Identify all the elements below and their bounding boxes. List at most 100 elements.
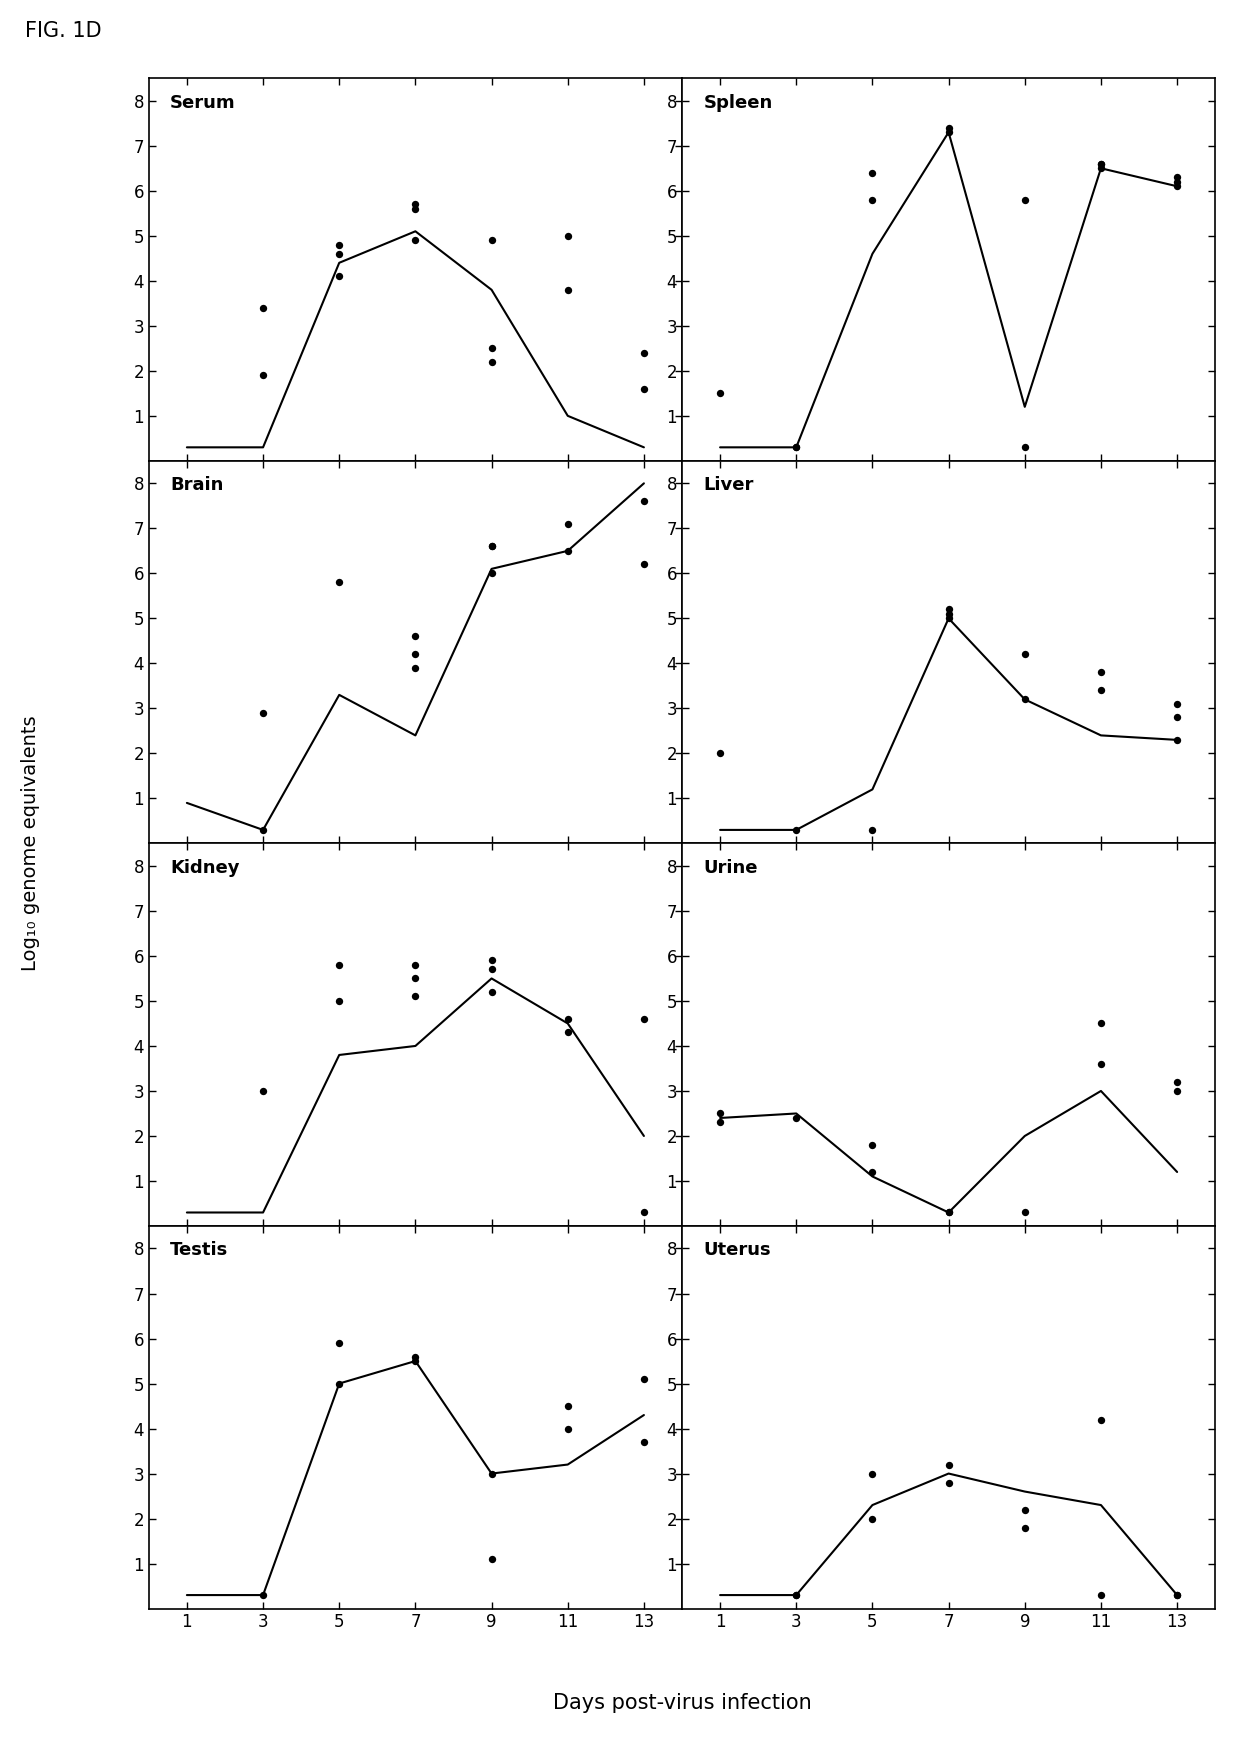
Point [481,955,501,983]
Point [253,816,273,843]
Point [558,510,578,537]
Point [1014,685,1034,713]
Point [558,1414,578,1442]
Point [1091,150,1111,177]
Point [481,1459,501,1487]
Point [405,1348,425,1376]
Point [939,118,959,146]
Point [558,277,578,304]
Point [863,1130,883,1158]
Point [330,263,350,290]
Point [939,600,959,628]
Point [863,1158,883,1186]
Point [1014,1513,1034,1541]
Point [863,1459,883,1487]
Point [405,965,425,993]
Point [863,186,883,214]
Point [330,1370,350,1398]
Point [786,433,806,461]
Point [1167,1068,1187,1096]
Point [1014,1496,1034,1523]
Point [253,699,273,727]
Point [558,1393,578,1421]
Point [939,1198,959,1226]
Point [330,1329,350,1356]
Point [253,1581,273,1609]
Text: Kidney: Kidney [170,859,239,876]
Point [558,223,578,250]
Point [330,951,350,979]
Point [481,348,501,376]
Text: Liver: Liver [703,476,754,494]
Point [481,334,501,362]
Point [330,988,350,1016]
Point [634,1198,653,1226]
Point [634,1428,653,1456]
Point [405,951,425,979]
Point [634,1005,653,1033]
Point [558,1005,578,1033]
Point [939,1450,959,1478]
Point [711,1108,730,1136]
Point [939,595,959,623]
Point [481,977,501,1005]
Point [1167,690,1187,718]
Point [634,376,653,403]
Point [634,551,653,579]
Point [1091,1581,1111,1609]
Text: Uterus: Uterus [703,1242,771,1259]
Point [863,1504,883,1532]
Point [711,739,730,767]
Point [1167,725,1187,753]
Text: Urine: Urine [703,859,758,876]
Point [939,1198,959,1226]
Point [863,816,883,843]
Text: FIG. 1D: FIG. 1D [25,21,102,42]
Point [711,379,730,407]
Point [405,983,425,1010]
Point [1167,172,1187,200]
Point [405,226,425,254]
Point [1091,1010,1111,1038]
Point [330,240,350,268]
Point [786,816,806,843]
Point [481,560,501,588]
Point [405,654,425,682]
Point [481,946,501,974]
Point [405,623,425,650]
Point [558,1019,578,1047]
Point [1091,150,1111,177]
Point [481,226,501,254]
Point [253,1076,273,1104]
Point [405,195,425,223]
Point [786,1581,806,1609]
Point [634,1365,653,1393]
Point [330,231,350,259]
Point [634,339,653,367]
Point [1014,1198,1034,1226]
Point [330,569,350,596]
Point [1014,433,1034,461]
Text: Days post-virus infection: Days post-virus infection [553,1692,811,1713]
Point [481,532,501,560]
Point [786,1581,806,1609]
Point [1167,169,1187,197]
Point [558,537,578,565]
Point [786,1104,806,1132]
Point [634,487,653,515]
Point [1091,659,1111,687]
Point [405,640,425,668]
Point [1167,1581,1187,1609]
Point [1167,1076,1187,1104]
Point [253,294,273,322]
Point [786,433,806,461]
Point [1014,186,1034,214]
Point [405,1343,425,1370]
Point [481,532,501,560]
Text: Brain: Brain [170,476,223,494]
Point [1167,1581,1187,1609]
Point [481,1546,501,1574]
Point [939,113,959,141]
Text: Testis: Testis [170,1242,228,1259]
Point [1014,640,1034,668]
